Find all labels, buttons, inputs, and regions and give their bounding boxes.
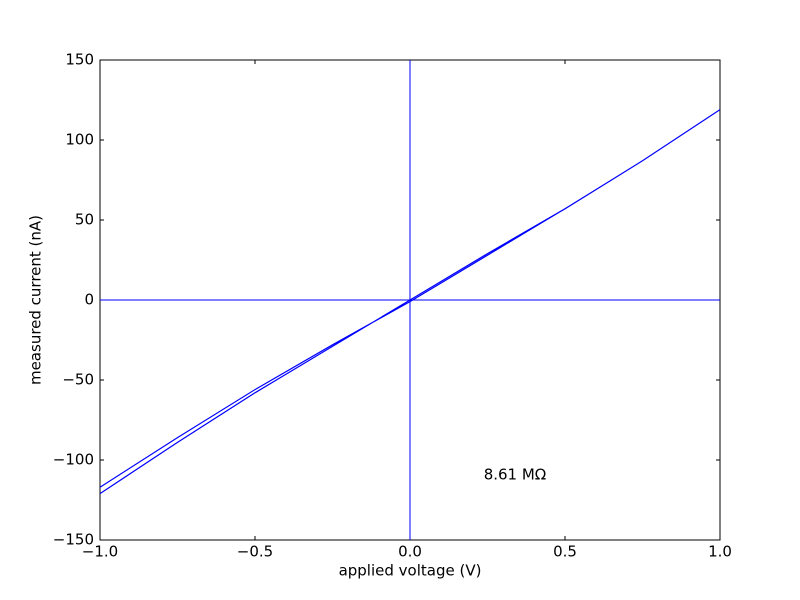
x-tick-label: 1.0: [708, 543, 732, 561]
y-tick-label: 100: [65, 131, 94, 149]
x-axis-label: applied voltage (V): [339, 562, 482, 580]
y-tick-label: −50: [62, 371, 94, 389]
x-tick-label: −1.0: [82, 543, 118, 561]
y-tick-label: 150: [65, 51, 94, 69]
data-line: [99, 109, 721, 495]
y-tick-label: −150: [53, 531, 94, 549]
y-axis-label: measured current (nA): [27, 215, 45, 385]
y-tick-label: 0: [84, 291, 94, 309]
x-tick-label: −0.5: [237, 543, 273, 561]
y-tick-label: 50: [75, 211, 94, 229]
x-tick-label: 0.0: [398, 543, 422, 561]
y-tick-label: −100: [53, 451, 94, 469]
x-tick-label: 0.5: [553, 543, 577, 561]
annotation: 8.61 MΩ: [484, 466, 547, 484]
